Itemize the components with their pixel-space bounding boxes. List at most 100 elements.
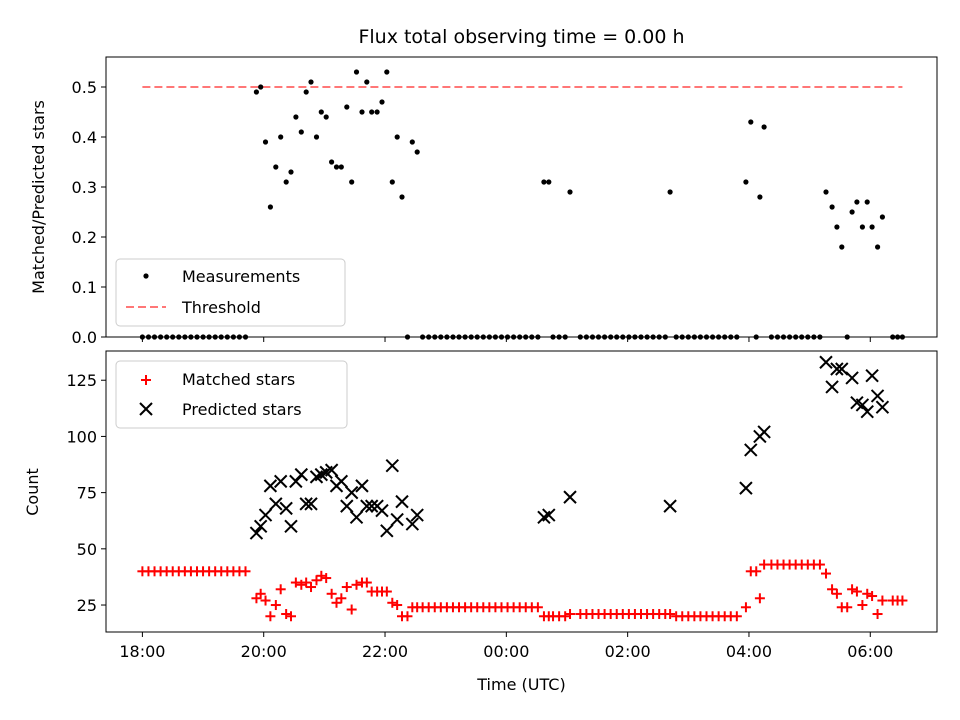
predicted-star-point (739, 481, 753, 495)
y-tick-label: 0.3 (72, 178, 97, 197)
measurement-point (258, 84, 264, 90)
predicted-star-point (744, 443, 758, 457)
predicted-star-point (304, 497, 318, 511)
predicted-star-point (542, 508, 556, 522)
predicted-star-point (349, 510, 364, 525)
matched-star-point (381, 586, 392, 597)
measurement-point (329, 159, 335, 165)
measurement-point (374, 109, 380, 115)
y-tick-label: 0.2 (72, 228, 97, 247)
y-tick-label: 0.4 (72, 128, 97, 147)
predicted-star-point (757, 425, 771, 439)
matched-star-point (331, 597, 342, 608)
matched-star-point (306, 582, 317, 593)
predicted-star-point (405, 517, 420, 531)
measurement-point (743, 179, 749, 185)
bottom-y-axis: 25 50 75 100 125 (66, 371, 106, 615)
bottom-x-axis: 18:00 20:00 22:00 00:00 02:00 04:00 06:00 (119, 632, 893, 661)
matched-star-point (740, 602, 751, 613)
predicted-star-point (284, 519, 298, 534)
matched-star-point (402, 611, 413, 622)
predicted-star-point (355, 479, 369, 493)
x-axis-label: Time (UTC) (476, 675, 565, 694)
predicted-star-point (825, 380, 839, 394)
measurement-point (379, 99, 385, 105)
measurement-point (546, 179, 552, 185)
measurement-point (262, 139, 269, 145)
measurement-point (389, 179, 395, 185)
measurement-point (384, 69, 390, 75)
measurement-point (394, 134, 400, 140)
matched-star-point (820, 568, 831, 579)
matched-star-point (862, 588, 873, 599)
y-tick-label: 0.0 (72, 328, 97, 347)
predicted-star-point (830, 362, 844, 376)
measurement-point (849, 209, 855, 215)
measurement-point (283, 179, 289, 185)
predicted-star-point (870, 389, 885, 403)
x-tick-label: 06:00 (847, 642, 893, 661)
measurement-point (308, 79, 314, 85)
measurement-point (869, 224, 875, 230)
matched-star-point (290, 577, 301, 588)
measurement-point (273, 164, 279, 170)
measurement-point (323, 114, 329, 120)
predicted-star-point (395, 494, 409, 509)
y-tick-label: 50 (77, 540, 97, 559)
legend-matched-marker (141, 375, 151, 385)
bottom-legend: Matched stars Predicted stars (115, 360, 348, 429)
predicted-star-point (845, 371, 859, 385)
measurement-point (859, 224, 866, 230)
predicted-star-point (263, 479, 278, 493)
matched-star-point (842, 602, 853, 613)
matched-star-point (751, 566, 762, 577)
measurement-point (293, 114, 299, 120)
matched-star-point (565, 609, 576, 620)
predicted-star-point (663, 499, 677, 513)
matched-star-point (281, 609, 292, 620)
bottom-plot-frame (105, 350, 938, 633)
measurement-point (298, 129, 304, 135)
matched-star-point (897, 595, 908, 606)
predicted-star-point (385, 458, 400, 473)
matched-star-point (831, 588, 842, 599)
predicted-star-point (563, 490, 577, 504)
matched-star-point (341, 582, 352, 593)
legend-predicted-marker (139, 402, 153, 416)
matched-star-point (275, 584, 286, 595)
measurement-point (349, 179, 355, 185)
predicted-star-point (390, 512, 404, 527)
matched-star-point (316, 570, 327, 581)
measurement-point (278, 134, 284, 140)
legend-matched-label: Matched stars (182, 370, 295, 389)
y-tick-label: 125 (66, 371, 97, 390)
predicted-star-points (249, 355, 890, 540)
measurement-point (303, 89, 309, 95)
measurement-point (667, 189, 673, 195)
measurement-point (761, 124, 767, 130)
matched-star-point (754, 593, 765, 604)
matched-star-point (260, 595, 271, 606)
matched-star-point (665, 609, 676, 620)
measurement-point (313, 134, 320, 140)
measurement-point (344, 104, 350, 110)
matched-star-point (361, 577, 372, 588)
predicted-star-point (340, 499, 354, 513)
chart-title: Flux total observing time = 0.00 h (358, 26, 684, 48)
measurement-point (414, 149, 420, 155)
measurement-point (748, 119, 754, 125)
measurement-point (839, 244, 845, 250)
predicted-star-point (249, 526, 264, 540)
matched-star-point (336, 593, 347, 604)
matched-star-point (326, 588, 337, 599)
matched-star-point (392, 600, 403, 611)
matched-star-points (137, 559, 908, 622)
matched-star-point (351, 579, 362, 590)
x-tick-label: 22:00 (362, 642, 408, 661)
measurement-point (823, 189, 829, 195)
predicted-star-point (294, 467, 309, 482)
measurement-point (359, 109, 365, 115)
predicted-star-point (860, 404, 874, 419)
y-tick-label: 25 (77, 596, 97, 615)
matched-star-point (286, 611, 297, 622)
